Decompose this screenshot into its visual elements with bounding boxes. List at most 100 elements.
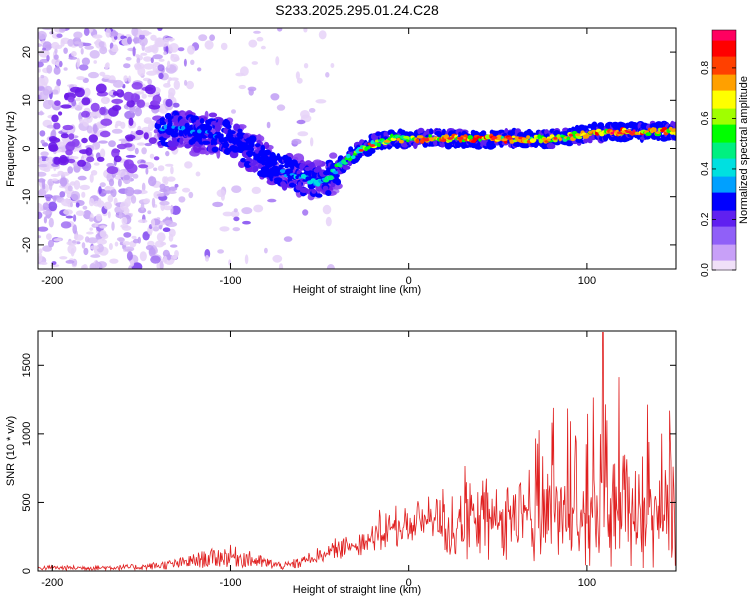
x-tick-label: 0 — [406, 577, 412, 589]
ridge-cell — [163, 124, 168, 130]
ridge-cell — [233, 123, 241, 131]
ridge-cell — [228, 130, 236, 135]
ridge-peak-cell — [424, 138, 430, 142]
noise-cell — [156, 232, 166, 242]
noise-cell — [145, 102, 151, 107]
figure-title: S233.2025.295.01.24.C28 — [275, 2, 439, 18]
colorbar-cell — [712, 202, 736, 205]
noise-cell — [195, 171, 201, 177]
noise-cell — [143, 63, 155, 70]
noise-cell — [96, 261, 107, 269]
noise-cell — [315, 99, 327, 104]
colorbar-cell — [712, 30, 736, 33]
noise-cell — [107, 194, 114, 203]
ridge-cell — [160, 120, 167, 126]
noise-cell — [60, 221, 72, 229]
noise-cell — [118, 211, 123, 220]
noise-cell — [147, 78, 153, 85]
noise-cell — [186, 80, 194, 90]
x-tick-label: 100 — [578, 577, 596, 589]
noise-cell — [137, 66, 146, 77]
noise-cell — [79, 149, 89, 155]
ridge-cell — [247, 150, 253, 158]
ridge-peak-cell — [459, 136, 464, 140]
ridge-cell — [348, 146, 354, 152]
colorbar-cell — [712, 86, 736, 89]
ridge-cell — [205, 122, 210, 129]
noise-cell — [168, 186, 178, 192]
noise-cell — [88, 71, 99, 79]
noise-cell — [88, 197, 95, 207]
ridge-peak-cell — [383, 140, 391, 143]
noise-cell — [233, 208, 238, 213]
noise-cell — [57, 156, 69, 166]
ridge-cell — [370, 140, 375, 146]
snr-y-axis: 0 500 1000 1500 — [21, 353, 676, 574]
noise-cell — [117, 178, 122, 187]
colorbar-cell — [712, 222, 736, 225]
ridge-peak-cell — [396, 138, 401, 141]
colorbar-cell — [712, 258, 736, 261]
ridge-cell — [181, 125, 186, 131]
noise-cell — [88, 217, 94, 222]
noise-cell — [153, 156, 160, 161]
noise-cell — [111, 98, 124, 104]
noise-cell — [275, 56, 280, 66]
noise-cell — [86, 156, 95, 163]
ridge-peak-cell — [575, 133, 581, 137]
ridge-cell — [222, 141, 230, 149]
noise-cell — [150, 34, 157, 41]
noise-cell — [38, 68, 41, 73]
colorbar-cell — [712, 260, 736, 263]
noise-cell — [88, 134, 99, 143]
ridge-cell — [526, 135, 531, 140]
noise-cell — [157, 28, 163, 31]
colorbar-cell — [712, 150, 736, 153]
colorbar-cell — [712, 194, 736, 197]
noise-cell — [63, 67, 68, 71]
colorbar-cell — [712, 34, 736, 37]
noise-cell — [81, 191, 86, 198]
noise-cell — [52, 195, 57, 203]
noise-cell — [53, 54, 59, 60]
colorbar-cell — [712, 250, 736, 253]
ridge-peak-cell — [358, 149, 364, 152]
noise-cell — [45, 156, 55, 164]
colorbar-cell — [712, 256, 736, 259]
noise-cell — [110, 30, 119, 37]
colorbar-cell — [712, 186, 736, 189]
ridge-peak-cell — [416, 135, 423, 139]
noise-cell — [51, 89, 59, 95]
colorbar-cell — [712, 60, 736, 63]
ridge-peak-cell — [367, 142, 371, 146]
ridge-cell — [297, 181, 302, 189]
noise-cell — [99, 225, 107, 229]
ridge-cell — [213, 147, 219, 152]
noise-cell — [54, 47, 58, 55]
colorbar-cell — [712, 134, 736, 137]
noise-cell — [150, 255, 161, 264]
noise-cell — [167, 80, 171, 85]
colorbar-cell — [712, 252, 736, 255]
noise-cell — [42, 47, 47, 51]
noise-cell — [144, 84, 156, 95]
ridge-cell — [197, 129, 202, 134]
noise-cell — [71, 138, 80, 147]
ridge-cell — [309, 161, 315, 169]
noise-cell — [98, 140, 108, 144]
colorbar-cell — [712, 228, 736, 231]
noise-cell — [80, 48, 84, 55]
ridge-cell — [300, 187, 309, 193]
y-tick-label: 20 — [21, 46, 33, 58]
spectrogram-x-axis: -200 -100 0 100 — [41, 28, 596, 287]
colorbar-cell — [712, 104, 736, 107]
colorbar-cell — [712, 204, 736, 207]
ridge-cell — [322, 185, 329, 191]
noise-cell — [157, 165, 165, 172]
colorbar-cell — [712, 184, 736, 187]
ridge-peak-cell — [501, 138, 508, 142]
noise-cell — [120, 35, 126, 40]
noise-cell — [126, 99, 135, 108]
ridge-cell — [237, 128, 243, 134]
